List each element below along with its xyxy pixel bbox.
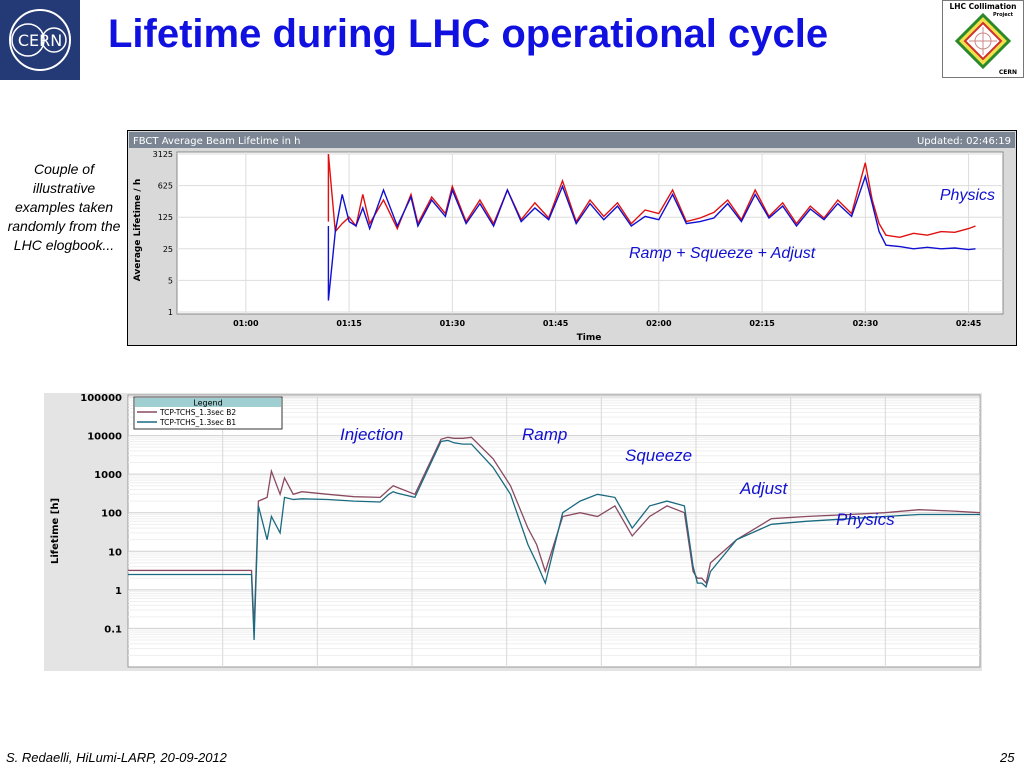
fbct-lifetime-chart: FBCT Average Beam Lifetime in h Updated:… <box>127 130 1017 346</box>
top-y-tick-label: 3125 <box>153 150 173 159</box>
top-x-tick-label: 02:15 <box>749 319 775 328</box>
bottom-plot-area <box>127 394 981 668</box>
top-x-tick-label: 01:15 <box>336 319 362 328</box>
side-note: Couple of illustrative examples taken ra… <box>7 161 121 253</box>
bottom-series-line-0 <box>128 436 981 629</box>
top-x-tick-label: 01:45 <box>543 319 569 328</box>
top-grid <box>177 152 1003 314</box>
bottom-series-line-1 <box>128 439 980 641</box>
bottom-y-axis-label: Lifetime [h] <box>50 498 61 564</box>
top-y-tick-label: 25 <box>163 245 173 254</box>
bottom-series <box>128 436 981 641</box>
annotation-injection: Injection <box>340 425 403 444</box>
top-x-ticks: 01:00 01:15 01:30 01:45 02:00 02:15 02:30 02:45 <box>233 319 982 328</box>
collimator-lifetime-chart: 100000 10000 1000 100 10 1 0.1 Lifetime [h] Le… <box>44 393 982 671</box>
collimation-logo-line3: CERN <box>999 69 1017 76</box>
legend-header <box>135 398 281 407</box>
top-series <box>327 153 976 301</box>
top-y-tick-label: 5 <box>168 276 173 285</box>
top-series-line-1 <box>327 173 976 301</box>
legend-label-b1: TCP-TCHS_1.3sec B1 <box>159 418 236 427</box>
slide-title: Lifetime during LHC operational cycle <box>108 12 829 56</box>
cern-logo: CERN <box>0 0 80 80</box>
bottom-y-ticks: 100000 10000 1000 100 10 1 0.1 <box>80 393 122 635</box>
bottom-y-tick-label: 0.1 <box>104 624 122 635</box>
bottom-y-tick-label: 10000 <box>87 432 122 443</box>
annotation-adjust: Adjust <box>739 479 789 498</box>
bottom-y-tick-label: 1000 <box>94 470 122 481</box>
top-series-line-0 <box>327 153 976 239</box>
top-annotation-ramp: Ramp + Squeeze + Adjust <box>629 245 816 262</box>
annotation-ramp: Ramp <box>522 425 567 444</box>
cern-logo-text: CERN <box>18 31 62 50</box>
top-x-tick-label: 02:00 <box>646 319 672 328</box>
top-chart-title: FBCT Average Beam Lifetime in h <box>133 136 300 147</box>
top-y-tick-label: 125 <box>158 213 173 222</box>
top-x-tick-label: 01:30 <box>440 319 466 328</box>
legend-label-b2: TCP-TCHS_1.3sec B2 <box>159 408 236 417</box>
bottom-y-tick-label: 1 <box>115 586 122 597</box>
top-x-tick-label: 02:30 <box>853 319 879 328</box>
top-x-tick-label: 02:45 <box>956 319 982 328</box>
bottom-y-tick-label: 10 <box>108 547 122 558</box>
footer-author: S. Redaelli, HiLumi-LARP, 20-09-2012 <box>6 750 227 765</box>
top-chart-updated: Updated: 02:46:19 <box>917 136 1011 147</box>
top-y-tick-label: 625 <box>158 182 173 191</box>
collimation-project-logo: LHC Collimation Project CERN <box>942 0 1024 78</box>
bottom-grid <box>128 396 980 667</box>
annotation-squeeze: Squeeze <box>625 446 692 465</box>
page-number: 25 <box>1000 750 1015 765</box>
top-chart-header <box>129 132 1015 148</box>
bottom-legend: Legend TCP-TCHS_1.3sec B2 TCP-TCHS_1.3se… <box>133 396 283 430</box>
top-y-tick-label: 1 <box>168 308 173 317</box>
bottom-y-tick-label: 100 <box>101 509 122 520</box>
top-x-axis-label: Time <box>577 333 602 343</box>
annotation-physics: Physics <box>836 510 895 529</box>
top-x-tick-label: 01:00 <box>233 319 259 328</box>
collimation-logo-line1: LHC Collimation <box>949 2 1016 11</box>
top-y-axis-label: Average Lifetime / h <box>133 179 143 281</box>
top-y-ticks: 1 5 25 125 625 3125 <box>153 150 173 317</box>
bottom-y-tick-label: 100000 <box>80 393 122 404</box>
collimation-logo-line2: Project <box>993 12 1014 18</box>
top-annotation-physics: Physics <box>940 187 995 204</box>
legend-title: Legend <box>193 399 222 408</box>
